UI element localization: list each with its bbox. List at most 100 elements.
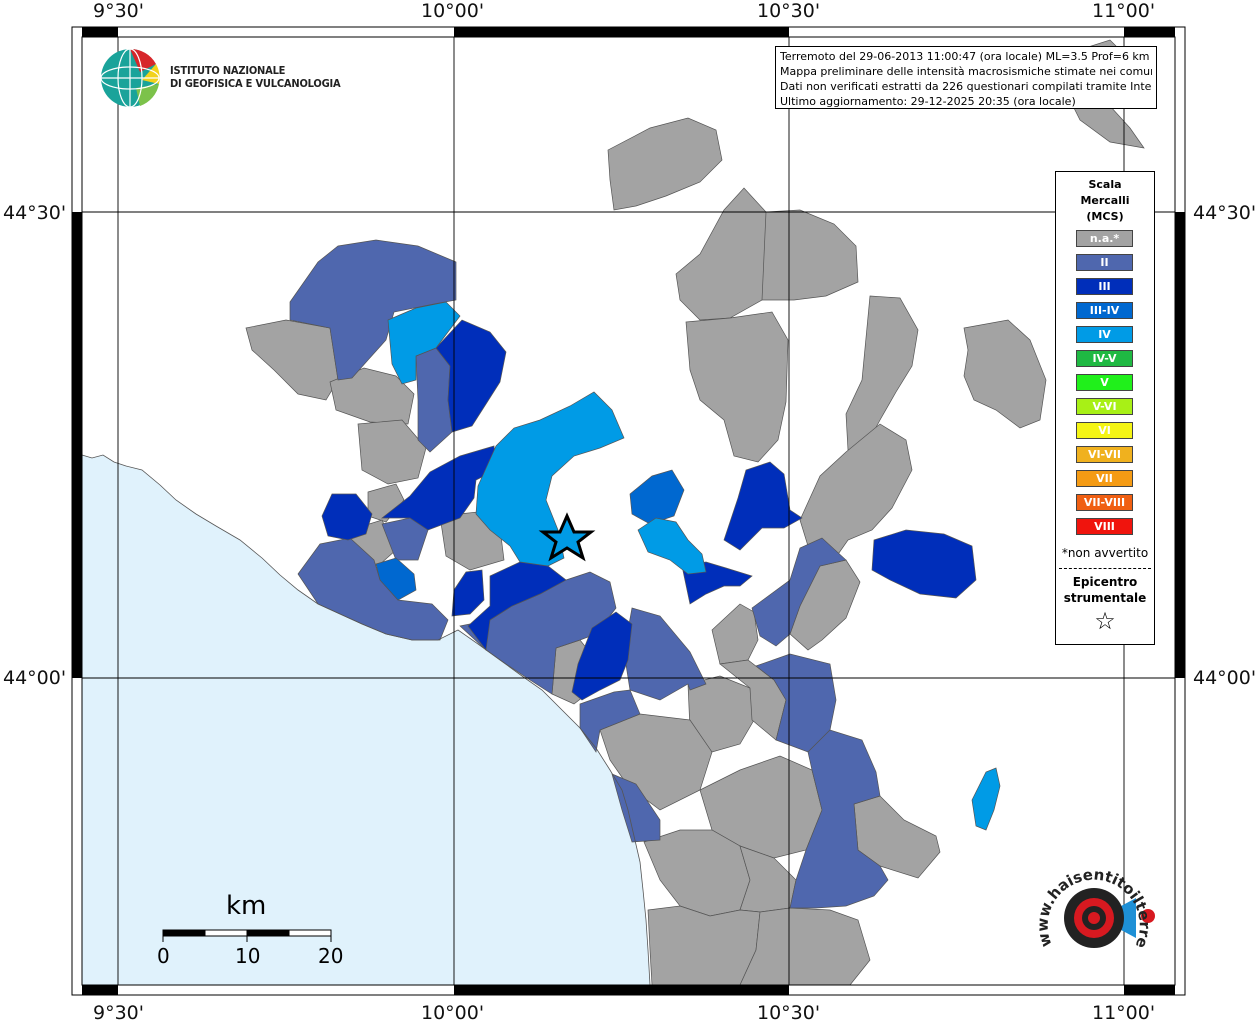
legend-swatch: VIII (1076, 518, 1133, 535)
legend-swatch: n.a.* (1076, 230, 1133, 247)
institute-line: ISTITUTO NAZIONALE (170, 64, 286, 77)
municipality-ii (611, 773, 661, 843)
municipality-ii (623, 607, 707, 701)
municipalities-intensity-iv (387, 301, 1001, 831)
event-info-box: Terremoto del 29-06-2013 11:00:47 (ora l… (775, 46, 1157, 109)
municipalities-intensity-iii-iv (375, 469, 685, 601)
municipality-iv (475, 391, 625, 567)
municipality-iii (871, 529, 977, 599)
municipality-iii-iv (375, 557, 417, 601)
legend-swatch: III (1076, 278, 1133, 295)
lon-label-top: 10°00' (421, 0, 485, 22)
legend-swatch: VI (1076, 422, 1133, 439)
scale-tick-label: 0 (157, 944, 170, 968)
legend-title: Scala Mercalli (MCS) (1056, 177, 1154, 225)
municipality-iii (435, 319, 507, 433)
municipality-ii (789, 729, 889, 909)
municipality-iii (321, 493, 373, 541)
frame-segment (1124, 985, 1175, 995)
municipality-na (761, 209, 859, 301)
municipality-na (245, 319, 339, 401)
lon-label-top: 9°30' (93, 0, 144, 22)
lat-label-right: 44°00' (1193, 667, 1257, 689)
frame-segment (72, 212, 82, 678)
scale-segment (162, 929, 206, 937)
municipality-ii (381, 517, 429, 561)
frame-segment (82, 985, 118, 995)
event-line: Ultimo aggiornamento: 29-12-2025 20:35 (… (780, 95, 1076, 108)
municipality-iv (387, 301, 461, 385)
municipality-ii (289, 239, 457, 381)
municipality-iii-iv (629, 469, 685, 525)
legend-epicenter-line: Epicentro (1072, 575, 1138, 589)
legend: Scala Mercalli (MCS) n.a.* II III III-IV IV I… (1055, 171, 1155, 645)
institute-line: DI GEOFISICA E VULCANOLOGIA (170, 77, 341, 90)
scale-bar (162, 929, 332, 942)
lon-label-bottom: 9°30' (93, 1002, 144, 1024)
municipality-na (799, 423, 913, 561)
lon-label-top: 10°30' (757, 0, 821, 22)
municipality-na (647, 905, 761, 986)
legend-swatch: VI-VII (1076, 446, 1133, 463)
municipalities-intensity-ii (289, 239, 889, 909)
municipality-ii (751, 537, 847, 647)
lon-label-top: 11°00' (1092, 0, 1156, 22)
municipality-ii (415, 347, 453, 453)
lon-label-bottom: 10°30' (757, 1002, 821, 1024)
scale-unit: km (226, 891, 267, 921)
scale-tick-label: 20 (318, 944, 344, 968)
ingv-logo (100, 48, 160, 108)
lat-label-left: 44°30' (3, 202, 67, 224)
frame-segment (454, 985, 789, 995)
legend-title-line: Scala (1088, 178, 1122, 191)
legend-title-line: Mercalli (1080, 194, 1130, 207)
legend-swatch: II (1076, 254, 1133, 271)
municipality-na (357, 419, 427, 485)
legend-note: *non avvertito (1061, 546, 1149, 560)
ingv-globe-yellow (142, 64, 160, 84)
legend-epicenter-line: strumentale (1063, 591, 1147, 605)
legend-swatch: VII (1076, 470, 1133, 487)
municipality-iii (451, 569, 485, 617)
lat-label-right: 44°30' (1193, 202, 1257, 224)
scale-segment (288, 929, 332, 937)
event-line: Terremoto del 29-06-2013 11:00:47 (ora l… (780, 50, 1150, 63)
event-line: Dati non verificati estratti da 226 ques… (780, 80, 1152, 93)
ingv-globe-green (136, 84, 159, 106)
municipality-ii (579, 689, 641, 753)
scale-tick-label: 10 (235, 944, 261, 968)
legend-swatch: III-IV (1076, 302, 1133, 319)
legend-swatch: IV (1076, 326, 1133, 343)
scale-segment (204, 929, 248, 937)
legend-swatch: V-VI (1076, 398, 1133, 415)
municipality-na (685, 311, 789, 463)
event-line: Mappa preliminare delle intensità macros… (780, 65, 1152, 78)
star-icon: ☆ (1094, 607, 1116, 635)
institute-name: ISTITUTO NAZIONALE DI GEOFISICA E VULCAN… (170, 64, 341, 90)
legend-title-line: (MCS) (1086, 210, 1124, 223)
municipality-na (739, 907, 871, 986)
help-badge (1141, 909, 1155, 923)
municipality-na (845, 295, 919, 451)
sea (82, 455, 650, 985)
frame-segment (82, 27, 118, 37)
legend-swatch: V (1076, 374, 1133, 391)
legend-swatch: IV-V (1076, 350, 1133, 367)
municipality-iv (637, 517, 707, 575)
frame-segment (1124, 27, 1175, 37)
municipality-iii (467, 561, 567, 651)
lon-label-bottom: 11°00' (1092, 1002, 1156, 1024)
scale-segment (246, 929, 290, 937)
municipality-na (607, 117, 723, 211)
ingv-globe-red (130, 48, 156, 72)
lon-label-bottom: 10°00' (421, 1002, 485, 1024)
municipality-na (329, 367, 415, 425)
municipality-iv (971, 767, 1001, 831)
frame-segment (454, 27, 789, 37)
municipality-iii (723, 461, 803, 551)
epicenter-star (538, 512, 596, 562)
coastline (81, 454, 651, 986)
lat-label-left: 44°00' (3, 667, 67, 689)
